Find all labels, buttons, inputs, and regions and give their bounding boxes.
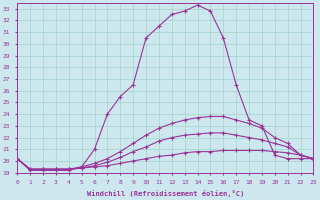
X-axis label: Windchill (Refroidissement éolien,°C): Windchill (Refroidissement éolien,°C)	[87, 190, 244, 197]
